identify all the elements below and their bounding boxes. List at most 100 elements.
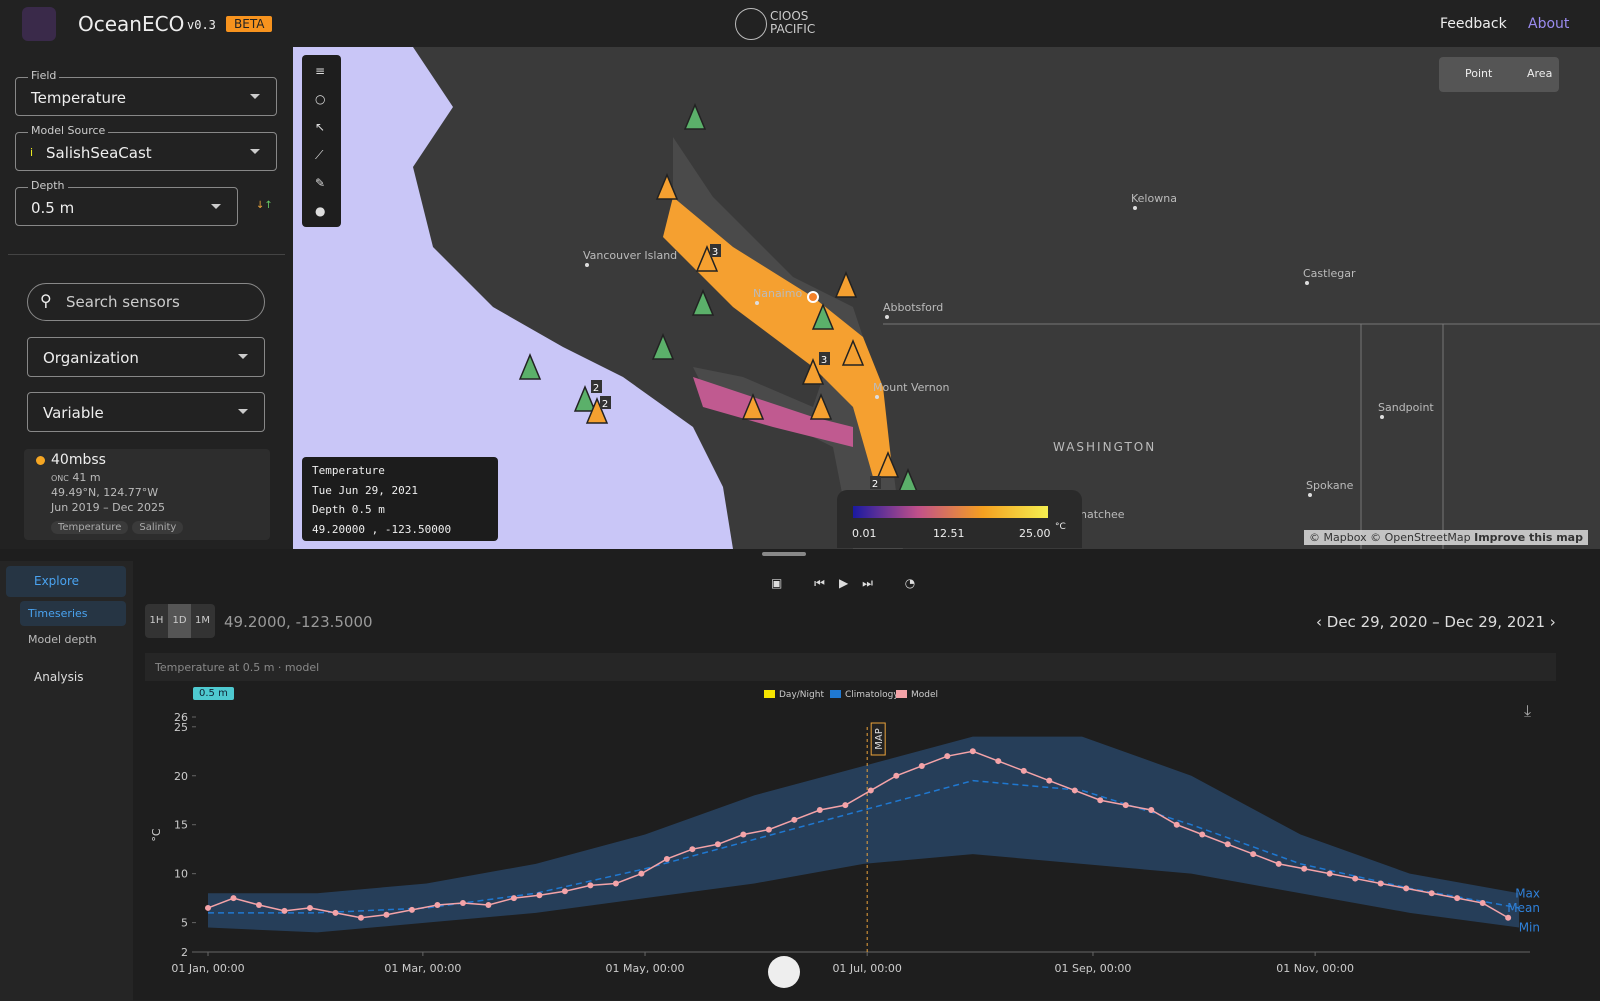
sensor-marker[interactable] — [651, 333, 675, 360]
nav-label[interactable]: Analysis — [34, 670, 84, 684]
tooltip-line: 49.20000 , -123.50000 — [312, 522, 452, 536]
sensor-marker[interactable] — [876, 451, 900, 478]
mode-toggle: Point Area — [1439, 57, 1559, 92]
depth-arrows[interactable]: ↓↑ — [256, 200, 273, 211]
model-point — [1505, 914, 1512, 921]
model-point — [1454, 895, 1461, 902]
model-point — [1377, 880, 1384, 887]
header: OceanECO v0.3 BETA CIOOS PACIFIC Feedback… — [0, 0, 1600, 48]
sensor-marker[interactable] — [518, 353, 542, 380]
cluster-badge — [591, 380, 602, 393]
model-point — [1122, 802, 1129, 809]
y-tick-label: 26 — [174, 711, 188, 724]
place-label: Sandpoint — [1378, 401, 1434, 414]
playback-controls[interactable]: ▣ ⏮▶⏭ ◔ — [771, 576, 930, 590]
nav-label: Explore — [34, 574, 80, 588]
tooltip-line: Tue Jun 29, 2021 — [312, 483, 418, 497]
sensor-marker[interactable] — [655, 173, 679, 200]
nav-label[interactable]: Model depth — [28, 633, 97, 646]
sensor-marker[interactable] — [695, 245, 719, 272]
x-tick-label: 01 May, 00:00 — [606, 962, 685, 975]
model-point — [1250, 851, 1257, 858]
badge: BETA — [226, 16, 273, 32]
x-tick-label: 01 Mar, 00:00 — [384, 962, 461, 975]
filter[interactable]: Variable — [27, 392, 265, 432]
sensor-marker[interactable] — [801, 358, 825, 385]
explore-nav: Explore Timeseries Model depth Analysis — [0, 561, 133, 1001]
model-point — [1224, 841, 1231, 848]
model-point — [1097, 797, 1104, 804]
sensor-marker[interactable] — [809, 393, 833, 420]
place-dot — [1305, 281, 1309, 285]
sensor-card[interactable]: 40mbss ONC 41 m 49.49°N, 124.77°W Jun 20… — [24, 449, 270, 540]
nav-item[interactable]: Explore — [6, 566, 126, 597]
model-point — [893, 772, 900, 779]
download[interactable]: ⤓ — [1524, 701, 1532, 720]
resolution: 1H 1D 1M — [145, 604, 215, 638]
model-point — [816, 807, 823, 814]
sensor-marker[interactable] — [683, 103, 707, 130]
map[interactable]: ≡ ○ ↖ ⟋ ✎ ● Vancouver Island Nanaimo Abbotsford… — [293, 47, 1600, 549]
panel-title: Temperature at 0.5 m · model — [155, 661, 320, 674]
legend-swatch — [896, 690, 907, 698]
model-point — [791, 816, 798, 823]
sensor-marker[interactable] — [834, 271, 858, 298]
climatology-band — [208, 736, 1520, 933]
nav-link[interactable]: Feedback — [1440, 16, 1507, 32]
model-point — [612, 880, 619, 887]
model-point — [306, 904, 313, 911]
model-point — [714, 841, 721, 848]
value: 0.5 m — [31, 199, 75, 217]
band-label: Max — [1515, 886, 1540, 900]
sidebar: Field Temperature Model Source i SalishSeaC… — [0, 48, 293, 548]
sensor-marker[interactable] — [741, 393, 765, 420]
model-point — [332, 909, 339, 916]
model-point — [561, 888, 568, 895]
nav-item[interactable]: Timeseries — [20, 601, 126, 626]
search[interactable]: ⚲ Search sensors — [27, 283, 265, 321]
partner-line: CIOOS — [770, 9, 809, 23]
mode-button[interactable]: Area — [1527, 67, 1553, 80]
label: Depth — [28, 179, 68, 192]
resolution-button[interactable]: 1M — [195, 615, 210, 626]
x-tick-label: 01 Jan, 00:00 — [171, 962, 244, 975]
filter[interactable]: Organization — [27, 337, 265, 377]
range: Jun 2019 – Dec 2025 — [51, 501, 165, 514]
cluster-count: 2 — [872, 479, 878, 490]
resolution-button[interactable]: 1H — [149, 615, 164, 626]
model-point — [638, 870, 645, 877]
depth: 41 m — [72, 471, 101, 484]
value: Temperature — [31, 89, 127, 107]
y-tick-label: 15 — [174, 819, 188, 832]
improve-link[interactable]: Improve this map — [1474, 531, 1583, 544]
model-point — [1173, 821, 1180, 828]
nav-link[interactable]: About — [1528, 16, 1570, 32]
model-point — [434, 902, 441, 908]
date-range[interactable]: ‹ Dec 29, 2020 – Dec 29, 2021 › — [1316, 613, 1556, 631]
sensor-marker[interactable] — [573, 385, 597, 412]
depth-select[interactable]: Depth 0.5 m — [15, 179, 238, 226]
app-name: OceanECO — [78, 12, 185, 36]
cluster-badge — [710, 244, 721, 257]
model-point — [1020, 767, 1027, 774]
model-point — [408, 906, 415, 913]
sensor-marker[interactable] — [811, 303, 835, 330]
field-select[interactable]: Field Temperature — [15, 69, 277, 116]
logo[interactable] — [22, 7, 56, 41]
sensor-marker[interactable] — [691, 289, 715, 316]
model-select[interactable]: Model Source i SalishSeaCast — [15, 124, 277, 171]
collapse-button[interactable] — [768, 956, 800, 988]
mode-button[interactable]: Point — [1465, 67, 1493, 80]
sensor-marker[interactable] — [585, 397, 609, 424]
label: Model Source — [28, 124, 109, 137]
cluster-badge — [600, 396, 611, 409]
place-dot — [585, 263, 589, 267]
resolution-button[interactable]: 1D — [168, 604, 191, 638]
sensor-marker[interactable] — [841, 339, 865, 366]
tags: TemperatureSalinityDissolved OxygenpH (T… — [49, 515, 259, 540]
model-point — [740, 831, 747, 838]
place-label: Mount Vernon — [873, 381, 949, 394]
depth-badge: 0.5 m — [193, 687, 234, 700]
cluster-count: 3 — [821, 355, 827, 366]
x-tick-label: 01 Sep, 00:00 — [1055, 962, 1132, 975]
